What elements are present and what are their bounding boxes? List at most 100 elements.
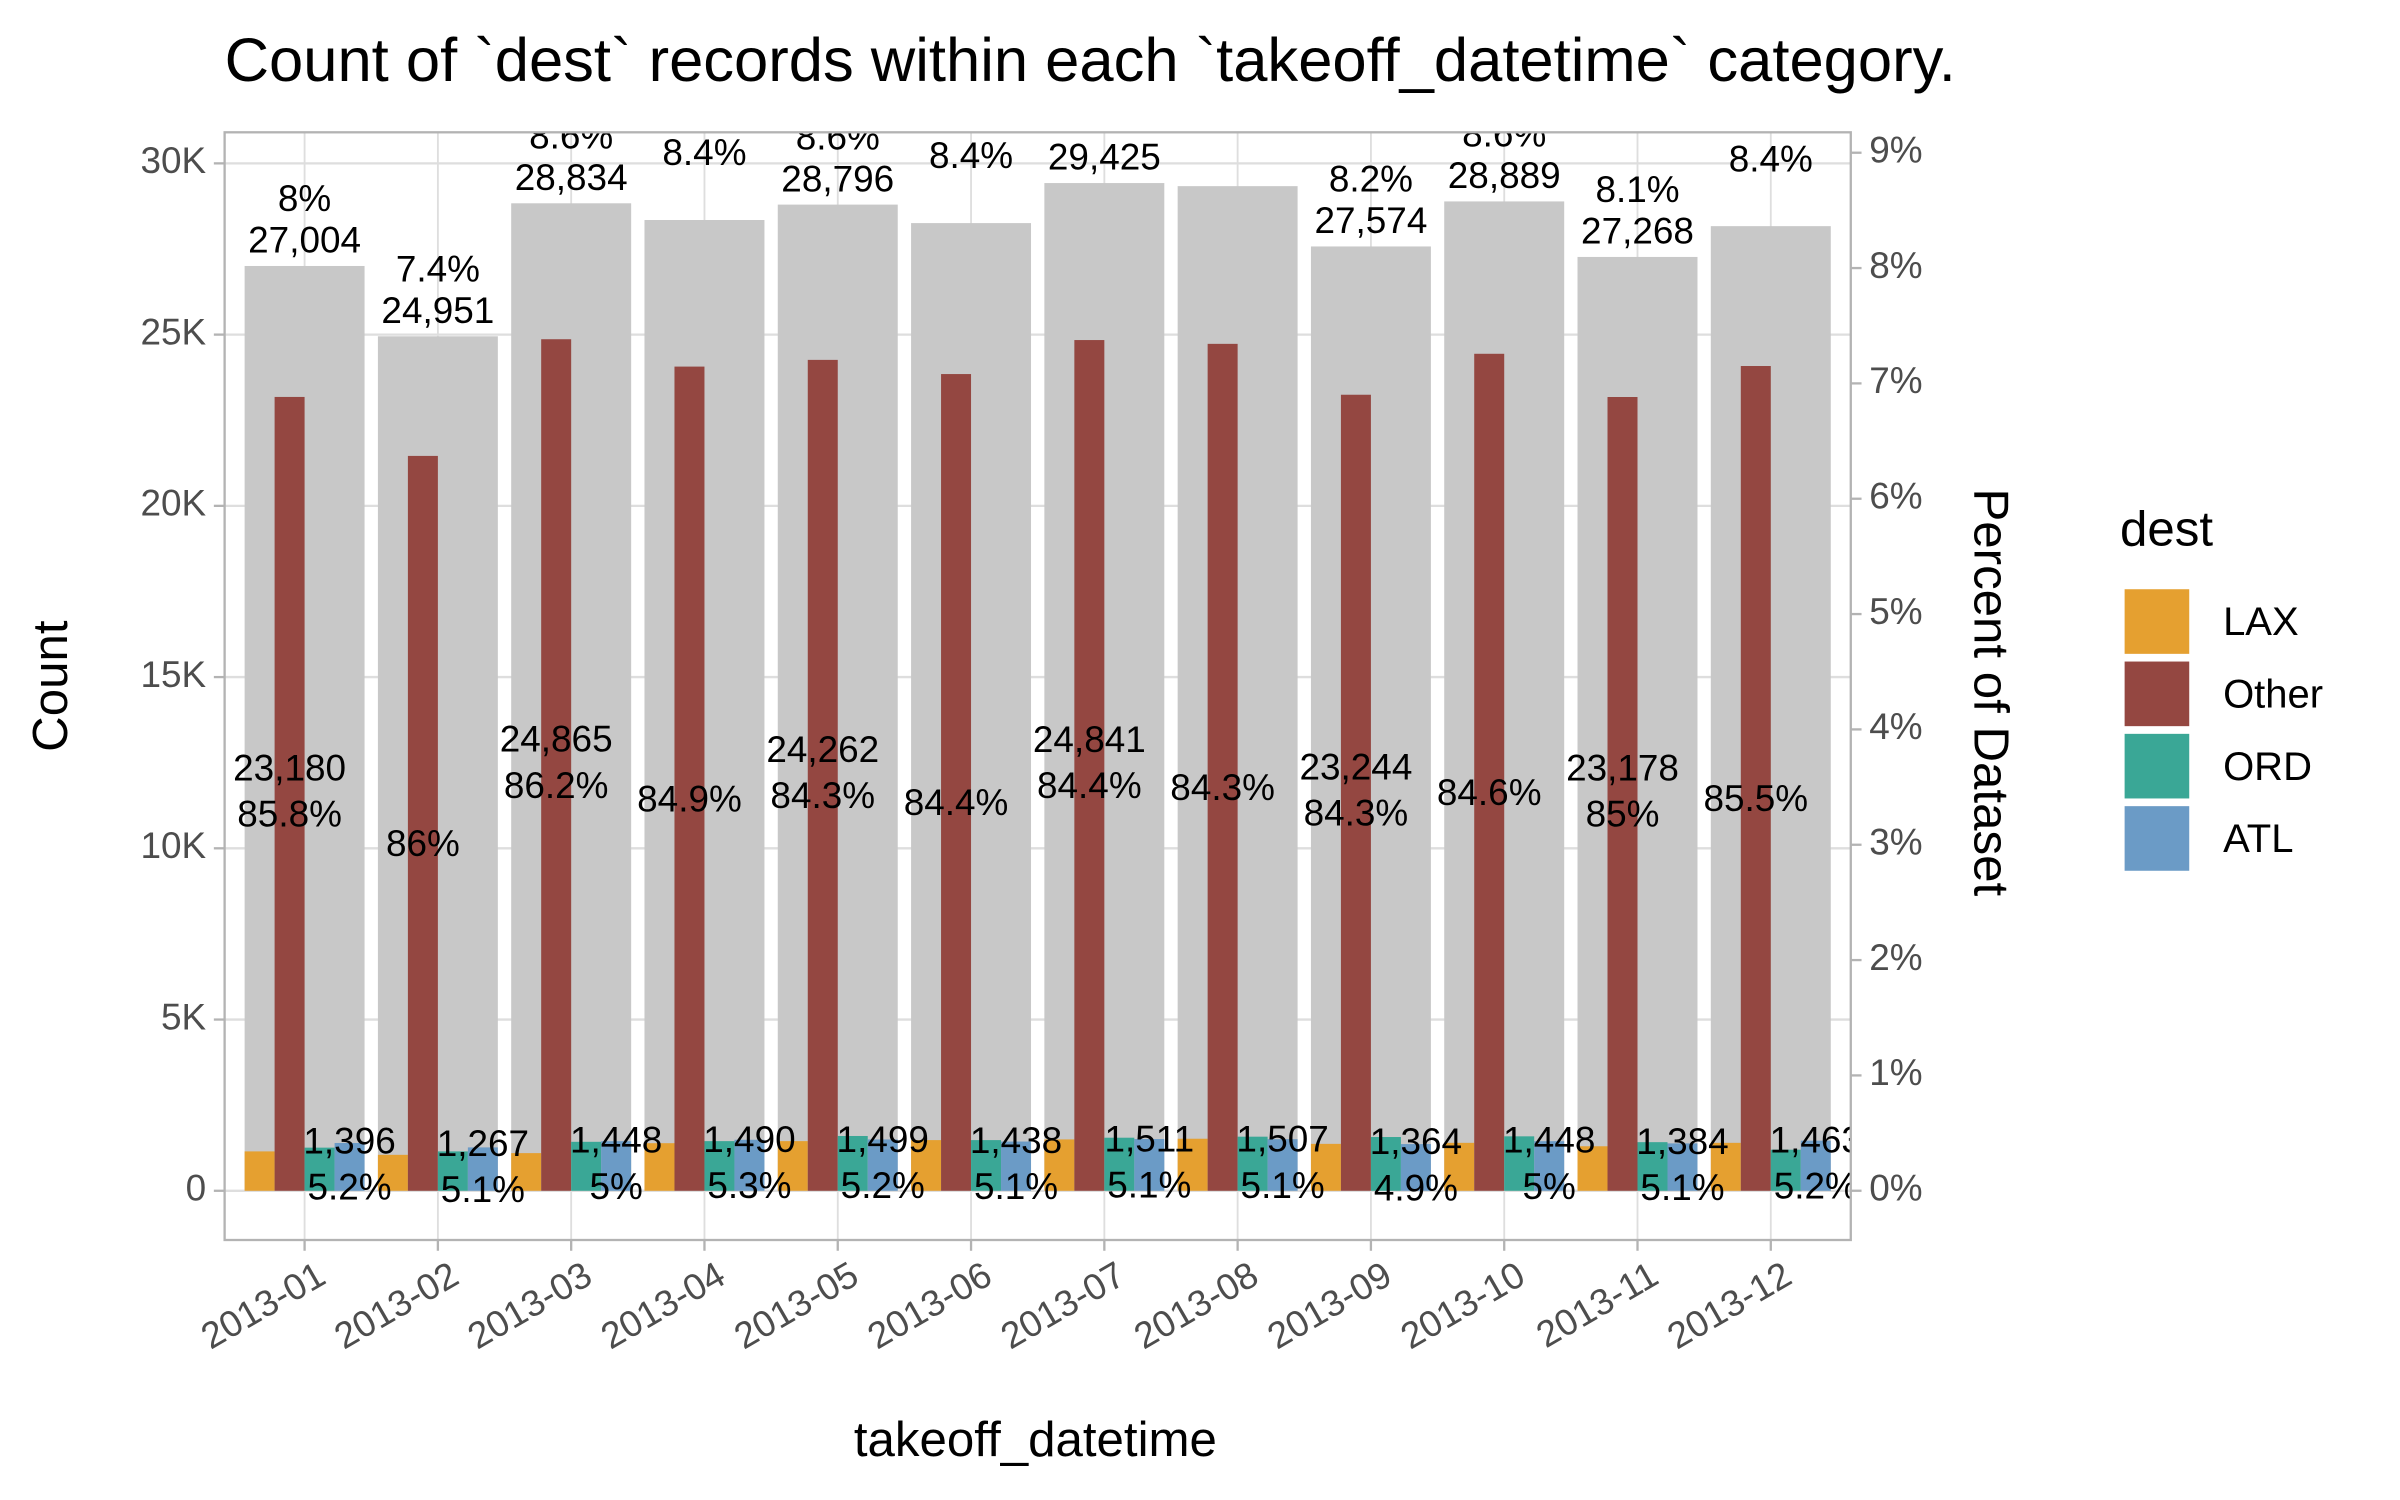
bar [1800, 1140, 1831, 1191]
bar [704, 1141, 735, 1191]
legend-title: dest [2120, 501, 2213, 556]
total-count-label: 28,834 [515, 157, 628, 198]
data-label: 23,178 [1566, 748, 1679, 789]
total-percent-label: 8.4% [929, 135, 1013, 176]
percent-label: 84.3% [1170, 767, 1275, 808]
percent-label: 86.2% [504, 765, 609, 806]
percent-label: 5.1% [974, 1166, 1058, 1207]
x-tick-label: 2013-05 [727, 1254, 865, 1357]
bar [777, 1141, 808, 1191]
total-bar [1044, 183, 1165, 1191]
percent-label: 5.1% [441, 1169, 525, 1210]
bar [1474, 353, 1505, 1191]
percent-label: 5% [589, 1166, 642, 1207]
bar [304, 1147, 335, 1191]
percent-label: 5.1% [1241, 1165, 1325, 1206]
y2-tick-label: 6% [1869, 475, 1922, 516]
bar [467, 1147, 498, 1191]
bar [437, 1151, 468, 1191]
bar [244, 1151, 275, 1191]
total-bar [511, 203, 632, 1191]
bar [601, 1141, 632, 1191]
total-percent-label: 8% [278, 178, 331, 219]
total-percent-label: 8.7% [1196, 98, 1280, 139]
bar [971, 1140, 1002, 1191]
y-tick-label: 15K [140, 654, 206, 695]
x-tick-label: 2013-08 [1127, 1254, 1265, 1357]
total-percent-label: 7.4% [396, 248, 480, 289]
total-bar [1177, 186, 1298, 1191]
bar [1370, 1137, 1401, 1191]
bar [377, 1154, 408, 1191]
x-tick-label: 2013-12 [1660, 1254, 1798, 1357]
legend-label: ORD [2223, 745, 2312, 789]
y2-tick-label: 9% [1869, 129, 1922, 170]
bar [571, 1141, 602, 1191]
percent-label: 84.4% [1037, 765, 1142, 806]
data-label: 24,841 [1033, 719, 1146, 760]
total-count-label: 27,004 [248, 220, 361, 261]
bar [1267, 1139, 1298, 1191]
data-label: 1,511 [1105, 1119, 1195, 1160]
y2-tick-label: 2% [1869, 937, 1922, 978]
percent-label: 5.1% [1640, 1167, 1724, 1208]
bar [407, 455, 438, 1191]
total-count-label: 29,425 [1048, 137, 1161, 178]
total-count-label: 27,574 [1314, 200, 1427, 241]
data-label: 1,499 [837, 1119, 929, 1160]
bar [1740, 366, 1771, 1191]
legend-label: LAX [2223, 600, 2299, 644]
data-label: 1,384 [1636, 1121, 1728, 1162]
percent-label: 5.2% [841, 1165, 925, 1206]
y-tick-label: 25K [140, 311, 206, 352]
x-tick-label: 2013-06 [861, 1254, 999, 1357]
bar [674, 366, 705, 1191]
percent-label: 5.2% [1774, 1166, 1858, 1207]
bar [334, 1142, 365, 1191]
bar [837, 1135, 868, 1191]
bar [941, 374, 972, 1191]
y-tick-label: 30K [140, 140, 206, 181]
bar [1577, 1146, 1608, 1191]
data-label: 1,448 [1503, 1120, 1595, 1161]
percent-label: 84.6% [1437, 772, 1542, 813]
x-tick-label: 2013-07 [994, 1254, 1132, 1357]
bar [911, 1140, 942, 1191]
x-tick-label: 2013-04 [594, 1254, 732, 1357]
y-tick-label: 10K [140, 825, 206, 866]
data-label: 23,180 [233, 748, 346, 789]
percent-label: 84.3% [770, 775, 875, 816]
percent-label: 85% [1586, 794, 1660, 835]
y2-tick-label: 8% [1869, 245, 1922, 286]
bar [1534, 1141, 1565, 1191]
x-tick-label: 2013-10 [1394, 1254, 1532, 1357]
data-label: 24,262 [766, 729, 879, 770]
percent-label: 85.5% [1703, 778, 1808, 819]
panel-border [223, 131, 1852, 1242]
total-percent-label: 8.6% [1462, 114, 1546, 155]
bar [1177, 1138, 1208, 1191]
total-percent-label: 8.4% [662, 132, 746, 173]
total-bar [1577, 256, 1698, 1191]
y2-axis-title: Percent of Dataset [1964, 488, 2019, 896]
bar [867, 1139, 898, 1191]
data-label: 1,463 [1770, 1119, 1862, 1160]
percent-label: 84.4% [904, 782, 1009, 823]
data-label: 1,364 [1370, 1121, 1462, 1162]
total-percent-label: 8.2% [1329, 159, 1413, 200]
bar [1340, 394, 1371, 1191]
bar [1710, 1142, 1741, 1191]
legend-swatch [2124, 661, 2190, 727]
legend-swatch [2124, 806, 2190, 871]
y2-tick-label: 7% [1869, 360, 1922, 401]
x-tick-label: 2013-02 [327, 1254, 465, 1357]
bar [1104, 1137, 1135, 1191]
legend-swatch [2124, 589, 2190, 654]
data-label: 1,396 [303, 1121, 395, 1162]
bar [1134, 1139, 1165, 1191]
total-count-label: 28,796 [781, 158, 894, 199]
total-percent-label: 8.6% [529, 115, 613, 156]
y2-tick-label: 3% [1869, 821, 1922, 862]
